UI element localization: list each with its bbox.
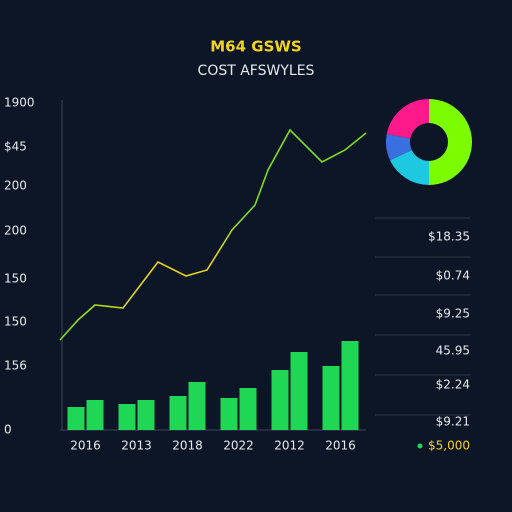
bar (118, 404, 136, 430)
y-tick-label: 200 (4, 224, 27, 238)
bar (137, 400, 155, 430)
bar (341, 341, 359, 430)
side-label: $2.24 (436, 378, 470, 392)
bar (188, 382, 206, 430)
side-label: $9.25 (436, 307, 470, 321)
x-tick-label: 2012 (274, 439, 305, 453)
side-label: $0.74 (436, 269, 470, 283)
side-label: $5,000 (428, 439, 470, 453)
side-label: 45.95 (436, 344, 470, 358)
bar (86, 400, 104, 430)
bar (290, 352, 308, 430)
y-tick-label: 1900 (4, 96, 35, 110)
y-tick-label: 156 (4, 359, 27, 373)
chart-title: M64 GSWS (210, 38, 302, 56)
y-tick-label: 150 (4, 315, 27, 329)
side-label: $9.21 (436, 415, 470, 429)
x-tick-label: 2018 (172, 439, 203, 453)
side-label: $18.35 (428, 230, 470, 244)
donut-segment (429, 99, 472, 185)
bar (169, 396, 187, 430)
y-tick-label: $45 (4, 140, 27, 154)
chart-subtitle: COST AFSWYLES (198, 63, 315, 79)
bar (67, 407, 85, 430)
y-tick-label: 0 (4, 423, 12, 437)
line (59, 128, 367, 341)
donut-segment (386, 99, 429, 139)
x-tick-label: 2016 (325, 439, 356, 453)
bar (271, 370, 289, 430)
bar (220, 398, 238, 430)
donut-segment (386, 133, 412, 161)
legend-marker (417, 443, 423, 449)
y-tick-label: 150 (4, 272, 27, 286)
x-tick-label: 2022 (223, 439, 254, 453)
x-tick-label: 2016 (70, 439, 101, 453)
donut-segment (390, 150, 429, 185)
bar (322, 366, 340, 430)
bar (239, 388, 257, 430)
x-tick-label: 2013 (121, 439, 152, 453)
y-tick-label: 200 (4, 179, 27, 193)
